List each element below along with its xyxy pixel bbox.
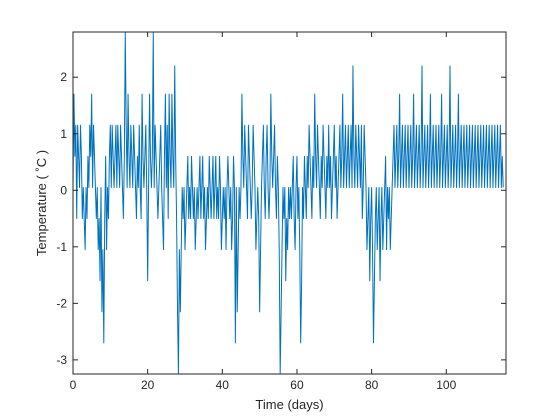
y-tick-label--2: -2 [56, 296, 67, 310]
axes-box [72, 31, 507, 375]
x-tick-label-40: 40 [216, 378, 230, 392]
x-tick-label-100: 100 [436, 378, 456, 392]
axis-ticks: 0 20 40 60 80 100 -3 -2 -1 0 1 2 [56, 32, 506, 392]
plot-area [73, 32, 504, 374]
x-tick-label-60: 60 [290, 378, 304, 392]
y-tick-label-0: 0 [60, 183, 67, 197]
y-axis-label: Temperature ( ˚C ) [34, 150, 49, 256]
x-tick-label-0: 0 [70, 378, 77, 392]
y-tick-label--1: -1 [56, 240, 67, 254]
y-tick-label-2: 2 [60, 70, 67, 84]
x-tick-label-20: 20 [141, 378, 155, 392]
y-tick-label--3: -3 [56, 353, 67, 367]
x-tick-label-80: 80 [365, 378, 379, 392]
y-tick-label-1: 1 [60, 127, 67, 141]
x-axis-label: Time (days) [255, 397, 323, 412]
series-line-1 [73, 32, 504, 374]
